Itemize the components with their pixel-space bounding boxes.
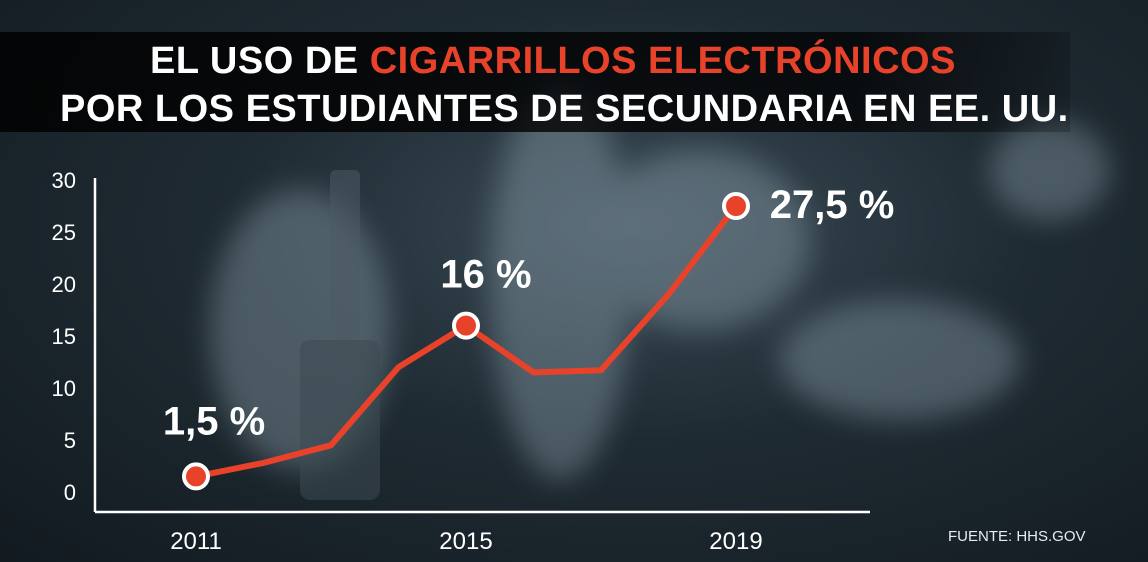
data-point-marker [452, 311, 480, 340]
y-tick-label: 0 [64, 480, 76, 505]
chart-title-line-2: POR LOS ESTUDIANTES DE SECUNDARIA EN EE.… [60, 88, 1069, 130]
y-tick-label: 10 [52, 376, 76, 401]
y-tick-label: 25 [52, 220, 76, 245]
y-tick-label: 20 [52, 272, 76, 297]
y-tick-label: 5 [64, 428, 76, 453]
data-label: 16 % [440, 253, 531, 297]
data-label: 1,5 % [163, 399, 265, 443]
source-text: FUENTE: HHS.GOV [948, 528, 1086, 545]
data-point-marker [722, 192, 750, 220]
data-point-marker [182, 462, 210, 491]
y-tick-label: 30 [52, 168, 76, 193]
x-tick-label: 2011 [170, 528, 222, 555]
series-line [193, 203, 739, 480]
title-highlight: CIGARRILLOS ELECTRÓNICOS [369, 40, 956, 82]
y-tick-label: 15 [52, 324, 76, 349]
title-band [0, 32, 1070, 132]
x-tick-label: 2015 [439, 528, 492, 555]
x-tick-label: 2019 [709, 528, 762, 555]
data-label: 27,5 % [770, 183, 895, 227]
chart-title-line-1: EL USO DE CIGARRILLOS ELECTRÓNICOS [150, 40, 956, 82]
